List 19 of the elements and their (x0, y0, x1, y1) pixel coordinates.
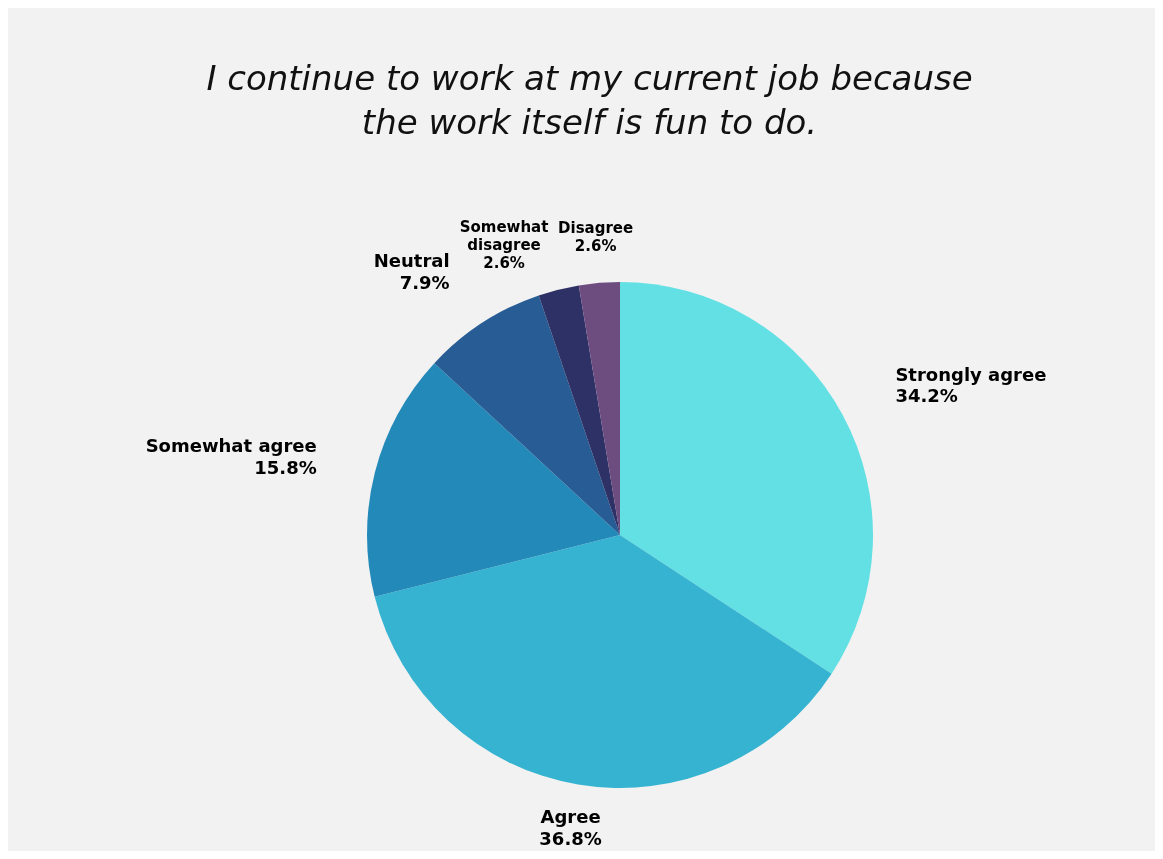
data-label: 15.8% (254, 456, 317, 478)
pie-slice (374, 535, 832, 788)
data-label: 2.6% (483, 254, 525, 273)
chart-title: I continue to work at my current job because the work itself is fun to do. (206, 58, 973, 142)
data-label: 34.2% (895, 385, 958, 407)
pie-slice (620, 282, 873, 674)
slice-label: Agree (540, 806, 601, 828)
slice-label: Somewhat agree (145, 435, 317, 457)
slice-label: Strongly agree (895, 363, 1047, 385)
data-label: 36.8% (539, 828, 602, 850)
slice-label: Disagree (558, 219, 634, 238)
slice-label: Somewhat disagree (459, 218, 549, 255)
slice-label: Neutral (373, 250, 450, 272)
data-label: 7.9% (399, 271, 450, 293)
data-label: 2.6% (574, 237, 617, 256)
pie-slice (578, 282, 620, 535)
pie-slice (538, 285, 620, 535)
pie-slice (434, 295, 620, 535)
pie-slice (367, 363, 620, 597)
